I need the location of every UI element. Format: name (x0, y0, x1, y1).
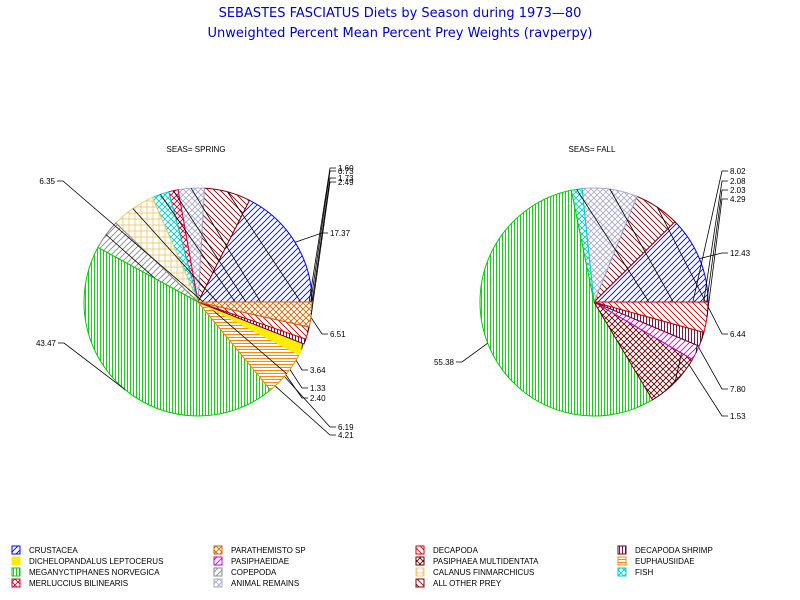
slice-label: 55.38 (434, 358, 455, 367)
leader-line (58, 342, 126, 391)
leader-line (701, 189, 728, 340)
legend-swatch-all_other (415, 578, 425, 588)
slice-label: 17.37 (330, 229, 351, 238)
legend-label-dichelopandalus: DICHELOPANDALUS LEPTOCERUS (29, 557, 163, 566)
leader-line (695, 180, 728, 353)
legend-label-fish: FISH (635, 568, 653, 577)
legend-swatch-merluccius (11, 578, 21, 588)
leader-line (190, 187, 308, 371)
leader-line (576, 189, 728, 417)
slice-label: 4.29 (730, 195, 746, 204)
legend-label-euphausiidae: EUPHAUSIIDAE (635, 557, 695, 566)
slice-label: 1.53 (730, 412, 746, 421)
slice-decapoda (593, 301, 709, 333)
legend-swatch-pasiphaeidae (213, 556, 223, 566)
legend: CRUSTACEA PARATHEMISTO SP DECAPODA DECAPODA… (11, 545, 713, 588)
legend-label-all_other: ALL OTHER PREY (433, 579, 502, 588)
fall-pie: 12.43 6.44 7.80 1.53 55.38 8.022.082.034.29 (434, 167, 751, 421)
slice-label: 2.40 (310, 394, 326, 403)
legend-label-pasiphaea: PASIPHAEA MULTIDENTATA (433, 557, 539, 566)
leader-line (310, 181, 336, 315)
leader-line (173, 190, 308, 389)
slice-label: 6.35 (39, 177, 55, 186)
legend-label-crustacea: CRUSTACEA (29, 546, 78, 555)
slice-label: 4.21 (338, 431, 354, 440)
legend-label-decapoda_shrimp: DECAPODA SHRIMP (635, 546, 713, 555)
chart-subtitle: Unweighted Percent Mean Percent Prey Wei… (208, 26, 593, 41)
legend-swatch-calanus (415, 567, 425, 577)
legend-swatch-animal_remains (213, 578, 223, 588)
legend-swatch-copepoda (213, 567, 223, 577)
spring-pie: 17.37 6.51 3.64 1.332.40 6.194.21 43.47 6.35 1.… (36, 164, 354, 440)
legend-swatch-decapoda_shrimp (617, 545, 627, 555)
legend-swatch-decapoda (415, 545, 425, 555)
slice-label: 12.43 (730, 249, 751, 258)
legend-swatch-parathemisto (213, 545, 223, 555)
leader-line (294, 232, 328, 243)
slice-label: 2.08 (730, 177, 746, 186)
leader-line (656, 206, 728, 335)
slice-label: 6.44 (730, 330, 746, 339)
leader-line (227, 191, 328, 335)
leader-line (132, 208, 336, 428)
fall-pie-title: SEAS= FALL (569, 145, 616, 154)
legend-label-parathemisto: PARATHEMISTO SP (231, 546, 306, 555)
slice-label: 43.47 (36, 339, 57, 348)
legend-swatch-pasiphaea (415, 556, 425, 566)
leader-line (706, 198, 728, 318)
legend-label-decapoda: DECAPODA (433, 546, 479, 555)
spring-pie-title: SEAS= SPRING (167, 145, 226, 154)
leader-line (307, 177, 336, 334)
slice-meganyctiphanes (83, 246, 272, 417)
legend-swatch-fish (617, 567, 627, 577)
slice-label: 0.73 (338, 167, 354, 176)
slice-parathemisto (197, 301, 313, 328)
legend-label-animal_remains: ANIMAL REMAINS (231, 579, 299, 588)
legend-label-pasiphaeidae: PASIPHAEIDAE (231, 557, 289, 566)
leader-line (699, 252, 728, 259)
leader-line (160, 194, 308, 399)
legend-label-copepoda: COPEPODA (231, 568, 277, 577)
leader-line (456, 342, 488, 363)
legend-label-meganyctiphanes: MEGANYCTIPHANES NORVEGICA (29, 568, 160, 577)
slice-label: 6.19 (338, 423, 354, 432)
slice-label: 3.64 (310, 366, 326, 375)
slice-label: 2.49 (338, 178, 354, 187)
legend-label-merluccius: MERLUCCIUS BILINEARIS (29, 579, 128, 588)
legend-swatch-meganyctiphanes (11, 567, 21, 577)
slice-meganyctiphanes (479, 189, 654, 417)
slice-label: 1.33 (310, 384, 326, 393)
leader-line (301, 167, 336, 350)
slice-label: 6.51 (330, 330, 346, 339)
legend-swatch-crustacea (11, 545, 21, 555)
slice-label: 1.73 (338, 174, 354, 183)
legend-label-calanus: CALANUS FINMARCHICUS (433, 568, 534, 577)
legend-swatch-euphausiidae (617, 556, 627, 566)
slice-label: 8.02 (730, 167, 746, 176)
leader-line (304, 170, 336, 342)
slice-label: 2.03 (730, 186, 746, 195)
slice-label: 1.60 (338, 164, 354, 173)
chart-title: SEBASTES FASCIATUS Diets by Season durin… (219, 6, 582, 21)
slice-label: 7.80 (730, 385, 746, 394)
leader-line (609, 188, 728, 390)
legend-swatch-dichelopandalus (11, 556, 21, 566)
